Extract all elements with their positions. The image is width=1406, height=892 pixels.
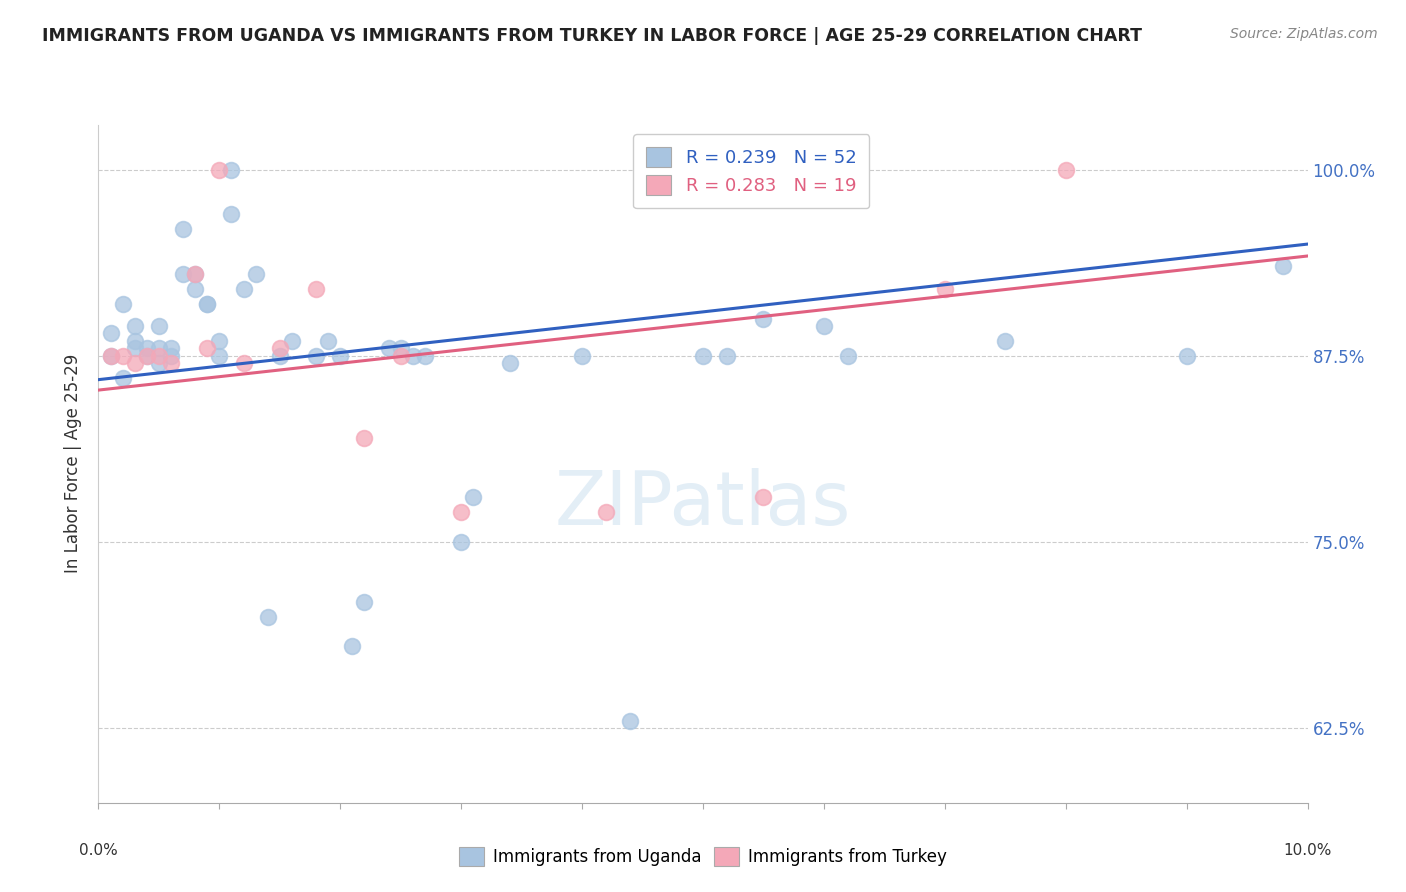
Point: [1054, 162, 1077, 177]
Point: [716, 349, 738, 363]
Point: [389, 349, 412, 363]
Point: [934, 282, 956, 296]
Y-axis label: In Labor Force | Age 25-29: In Labor Force | Age 25-29: [65, 354, 83, 574]
Point: [148, 349, 170, 363]
Point: [111, 371, 134, 385]
Point: [124, 342, 146, 356]
Point: [100, 326, 122, 341]
Point: [148, 356, 170, 370]
Point: [148, 342, 170, 356]
Point: [281, 334, 304, 348]
Point: [172, 222, 194, 236]
Point: [245, 267, 267, 281]
Point: [837, 349, 859, 363]
Point: [342, 640, 364, 654]
Point: [329, 349, 352, 363]
Point: [813, 318, 835, 333]
Point: [571, 349, 593, 363]
Point: [232, 356, 254, 370]
Point: [160, 342, 183, 356]
Point: [100, 349, 122, 363]
Point: [124, 334, 146, 348]
Point: [195, 342, 218, 356]
Point: [269, 342, 291, 356]
Point: [450, 535, 472, 549]
Point: [305, 349, 328, 363]
Point: [413, 349, 436, 363]
Point: [148, 318, 170, 333]
Point: [111, 296, 134, 310]
Point: [135, 349, 157, 363]
Point: [135, 349, 157, 363]
Point: [316, 334, 339, 348]
Point: [595, 505, 617, 519]
Point: [498, 356, 520, 370]
Point: [100, 349, 122, 363]
Point: [195, 296, 218, 310]
Point: [450, 505, 472, 519]
Text: IMMIGRANTS FROM UGANDA VS IMMIGRANTS FROM TURKEY IN LABOR FORCE | AGE 25-29 CORR: IMMIGRANTS FROM UGANDA VS IMMIGRANTS FRO…: [42, 27, 1142, 45]
Point: [195, 296, 218, 310]
Point: [172, 267, 194, 281]
Point: [752, 311, 775, 326]
Point: [221, 162, 243, 177]
Point: [184, 267, 207, 281]
Point: [208, 162, 231, 177]
Point: [208, 334, 231, 348]
Point: [135, 342, 157, 356]
Point: [402, 349, 425, 363]
Point: [463, 491, 485, 505]
Point: [377, 342, 399, 356]
Point: [631, 162, 654, 177]
Point: [221, 207, 243, 221]
Point: [160, 356, 183, 370]
Point: [1272, 260, 1295, 274]
Point: [269, 349, 291, 363]
Point: [353, 431, 375, 445]
Point: [256, 609, 278, 624]
Point: [389, 342, 412, 356]
Point: [184, 267, 207, 281]
Point: [353, 595, 375, 609]
Point: [752, 491, 775, 505]
Point: [232, 282, 254, 296]
Legend: Immigrants from Uganda, Immigrants from Turkey: Immigrants from Uganda, Immigrants from …: [453, 840, 953, 872]
Text: ZIPatlas: ZIPatlas: [555, 468, 851, 541]
Point: [208, 349, 231, 363]
Point: [692, 349, 714, 363]
Text: 10.0%: 10.0%: [1284, 843, 1331, 858]
Point: [111, 349, 134, 363]
Point: [160, 349, 183, 363]
Point: [1175, 349, 1198, 363]
Point: [124, 356, 146, 370]
Point: [305, 282, 328, 296]
Point: [124, 318, 146, 333]
Text: 0.0%: 0.0%: [79, 843, 118, 858]
Point: [184, 282, 207, 296]
Point: [994, 334, 1017, 348]
Point: [619, 714, 641, 728]
Text: Source: ZipAtlas.com: Source: ZipAtlas.com: [1230, 27, 1378, 41]
